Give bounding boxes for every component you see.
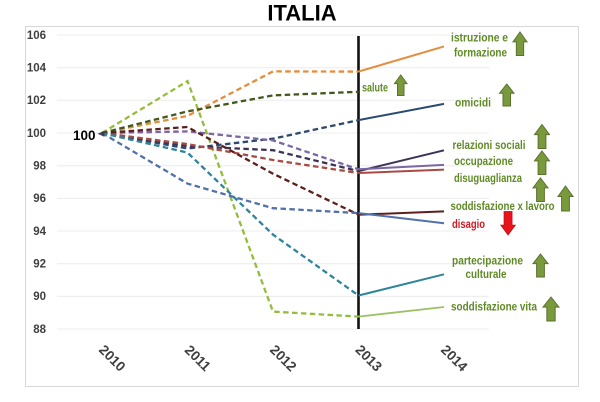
svg-text:disagio: disagio [452,219,485,231]
svg-text:94: 94 [33,226,46,238]
svg-text:96: 96 [33,193,46,205]
svg-text:100: 100 [73,128,96,143]
svg-text:partecipazione: partecipazione [452,256,523,268]
svg-text:ITALIA: ITALIA [267,1,336,26]
svg-text:90: 90 [33,291,46,303]
svg-text:occupazione: occupazione [454,156,513,168]
svg-text:omicidi: omicidi [455,98,491,110]
svg-text:culturale: culturale [466,269,507,281]
svg-text:88: 88 [33,324,46,336]
svg-text:disuguaglianza: disuguaglianza [454,173,522,185]
svg-text:istruzione e: istruzione e [451,33,508,45]
svg-text:102: 102 [27,95,46,107]
svg-text:salute: salute [362,83,388,95]
svg-text:soddisfazione x lavoro: soddisfazione x lavoro [451,201,555,213]
svg-text:106: 106 [27,30,46,42]
svg-text:relazioni sociali: relazioni sociali [453,140,526,152]
svg-text:soddisfazione vita: soddisfazione vita [451,302,538,314]
svg-text:100: 100 [27,128,46,140]
svg-text:92: 92 [33,259,46,271]
svg-text:104: 104 [27,63,47,75]
svg-text:98: 98 [33,161,46,173]
svg-text:formazione: formazione [454,48,507,60]
